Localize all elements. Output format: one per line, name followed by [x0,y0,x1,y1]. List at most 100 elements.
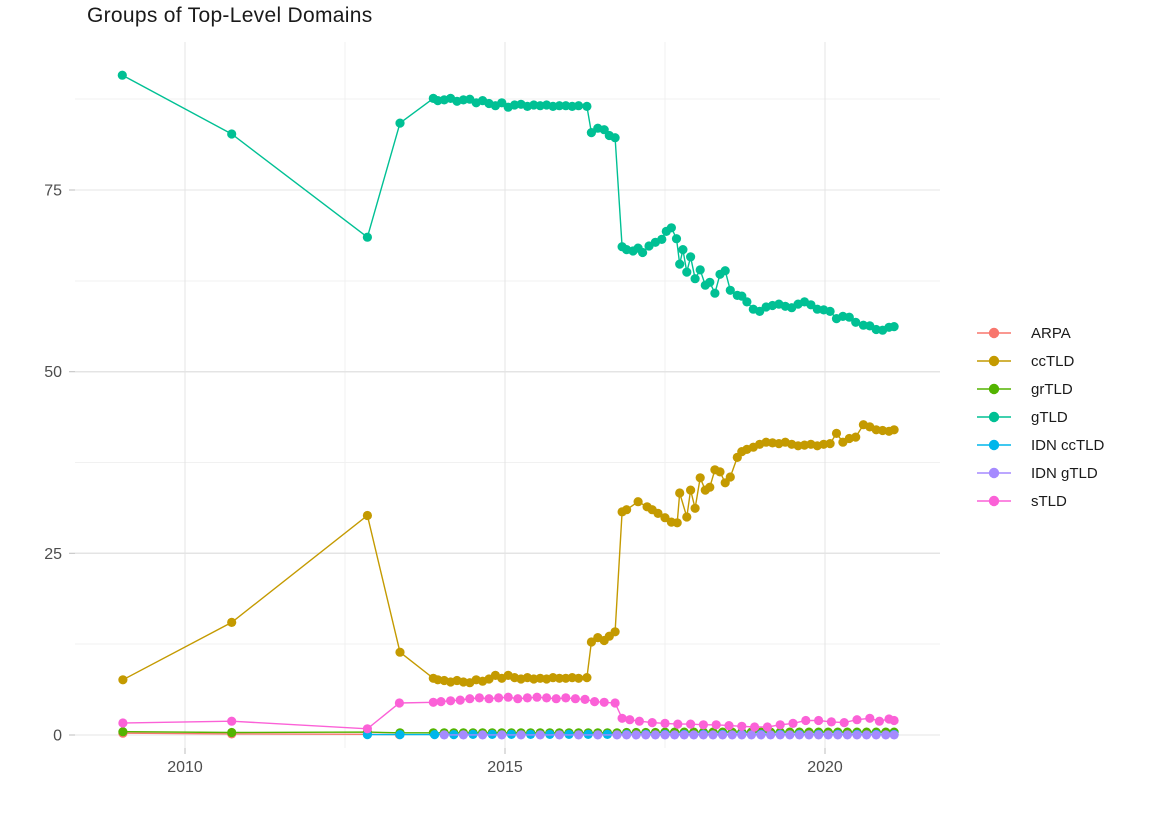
data-point-idn-gtld [554,730,565,740]
data-point-idn-gtld [804,730,814,740]
legend-item-gtld: gTLD [977,403,1104,431]
data-point-stld [647,718,657,728]
data-point-stld [484,694,494,704]
data-point-cctld [118,675,128,685]
data-point-cctld [831,428,842,438]
data-point-idn-gtld [766,730,776,740]
data-point-stld [436,697,446,707]
data-point-gtld [742,297,752,307]
data-point-stld [634,716,645,726]
data-point-stld [889,715,899,726]
data-point-stld [686,719,696,729]
data-point-idn-gtld [458,730,468,740]
data-point-idn-gtld [698,730,709,740]
legend-item-stld: sTLD [977,487,1104,515]
data-point-cctld [633,497,643,507]
data-point-stld [617,713,627,723]
data-point-stld [865,713,875,723]
data-point-gtld [844,312,854,322]
data-point-idn-gtld [612,730,622,740]
data-point-cctld [686,485,696,495]
data-point-cctld [705,482,715,492]
data-point-gtld [686,252,696,262]
legend-item-label: IDN ccTLD [1031,436,1105,454]
data-point-gtld [720,266,730,276]
data-point-gtld [690,274,700,284]
data-point-gtld [710,288,720,298]
data-point-cctld [695,473,705,483]
legend-item-cctld: ccTLD [977,347,1104,375]
data-point-cctld [851,432,861,442]
data-point-gtld [554,101,565,111]
data-point-cctld [889,425,899,435]
data-point-gtld [806,300,816,310]
data-point-gtld [362,232,372,242]
data-point-idn-gtld [737,730,747,740]
data-point-cctld [675,488,685,498]
data-point-idn-gtld [631,730,641,740]
data-point-stld [494,693,504,703]
data-point-idn-gtld [862,730,872,740]
data-point-gtld [657,234,667,244]
legend-key-icon [977,355,1011,367]
data-point-stld [711,720,721,730]
legend-key-icon [977,467,1011,479]
data-point-idn-gtld [823,730,833,740]
data-point-stld [394,698,404,708]
legend-item-label: sTLD [1031,492,1067,510]
data-point-gtld [695,265,705,275]
y-tick-label: 25 [44,546,62,563]
data-point-cctld [395,647,405,657]
data-point-gtld [671,234,682,244]
data-point-stld [513,694,523,704]
data-point-stld [874,716,885,726]
data-point-stld [839,718,849,728]
data-point-cctld [610,627,620,637]
data-point-gtld [851,317,861,327]
legend-item-label: ccTLD [1031,352,1075,370]
data-point-idn-gtld [833,730,843,740]
data-point-stld [673,719,683,729]
data-point-stld [750,722,760,732]
data-point-cctld [660,513,670,523]
data-point-stld [814,715,824,726]
data-point-stld [762,722,773,732]
data-point-stld [532,692,542,702]
data-point-idn-gtld [574,730,584,740]
data-point-stld [522,693,533,703]
data-point-stld [852,715,862,725]
legend-key-icon [977,411,1011,423]
x-tick-label: 2020 [807,759,843,776]
data-point-stld [826,717,837,727]
data-point-cctld [227,617,237,628]
data-point-gtld [117,70,127,80]
data-point-idn-gtld [708,730,718,740]
data-point-idn-gtld [727,730,737,740]
data-point-stld [580,694,590,705]
data-point-gtld [825,306,835,316]
data-point-idn-gtld [670,730,680,740]
legend-item-arpa: ARPA [977,319,1104,347]
data-point-idn-gtld [689,730,699,740]
data-point-stld [570,694,581,704]
data-point-cctld [554,673,565,683]
data-point-gtld [675,259,685,269]
legend-item-label: grTLD [1031,380,1073,398]
data-point-gtld [610,133,620,143]
legend-key-icon [977,383,1011,395]
data-point-idn-gtld [718,730,728,740]
data-point-gtld [395,118,405,128]
data-point-stld [590,697,600,707]
data-point-idn-gtld [852,730,862,740]
data-point-cctld [682,512,692,522]
data-point-idn-gtld [650,730,661,740]
data-point-stld [428,697,438,707]
data-point-idn-gtld [889,730,899,740]
data-point-idn-gtld [660,730,670,740]
data-point-grtld [227,727,237,738]
data-point-stld [503,692,513,702]
data-point-idn-cctld [430,730,440,740]
data-point-stld [551,694,561,704]
data-point-gtld [682,267,692,277]
data-point-cctld [725,472,735,482]
